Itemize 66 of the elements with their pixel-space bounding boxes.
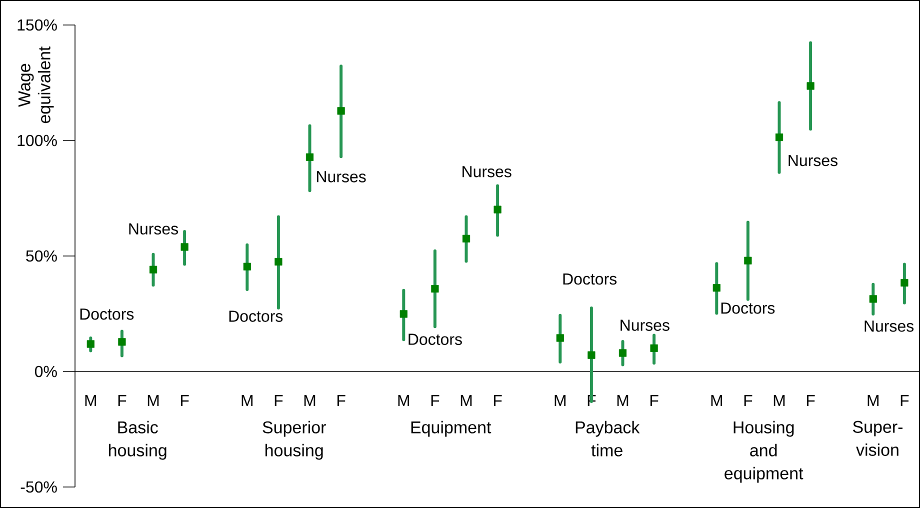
- x-tick-label: F: [274, 395, 283, 406]
- point: [400, 310, 408, 318]
- x-tick-label: F: [806, 395, 815, 406]
- x-tick-label: M: [774, 395, 785, 406]
- point: [556, 334, 564, 342]
- annotation: Basic housing: [109, 420, 166, 460]
- annotation: Superior housing: [262, 420, 326, 460]
- point: [180, 243, 188, 251]
- x-tick-label: M: [868, 395, 878, 406]
- point: [775, 133, 784, 142]
- point: [806, 82, 814, 90]
- annotation: Nurses: [462, 166, 512, 178]
- x-tick-label: M: [711, 395, 722, 406]
- x-tick-label: F: [494, 395, 502, 406]
- annotation: Nurses: [317, 171, 366, 182]
- annotation: Nurses: [864, 320, 914, 332]
- point: [86, 340, 94, 348]
- point: [431, 284, 439, 293]
- x-tick-label: M: [460, 395, 472, 406]
- point: [462, 234, 470, 242]
- point: [588, 351, 596, 359]
- y-tick-label: 150%: [18, 19, 57, 31]
- y-tick-label: 0%: [34, 366, 57, 378]
- annotation: Payback time: [576, 420, 640, 456]
- x-tick-label: F: [118, 395, 126, 406]
- y-tick-label: 50%: [26, 250, 57, 262]
- x-tick-label: M: [554, 395, 566, 406]
- point: [712, 284, 720, 292]
- point: [306, 153, 314, 161]
- annotation: Nurses: [788, 155, 838, 166]
- x-tick-label: M: [617, 395, 628, 406]
- point: [900, 278, 908, 287]
- annotation: Housing and equipment: [724, 420, 804, 483]
- annotation: Doctors: [563, 274, 617, 285]
- x-tick-label: M: [398, 395, 410, 406]
- x-tick-label: F: [650, 395, 658, 406]
- x-tick-label: F: [180, 395, 189, 406]
- annotation: Doctors: [408, 334, 462, 345]
- x-tick-label: M: [85, 395, 96, 406]
- point: [744, 256, 752, 264]
- x-tick-label: M: [304, 395, 316, 406]
- point: [243, 262, 251, 270]
- x-tick-label: F: [337, 395, 346, 406]
- point: [118, 338, 126, 346]
- point: [869, 295, 877, 303]
- point: [650, 344, 658, 352]
- x-tick-label: F: [744, 395, 752, 406]
- annotation: Doctors: [721, 302, 775, 314]
- annotation: Doctors: [229, 310, 283, 322]
- annotation: Nurses: [129, 223, 178, 235]
- y-tick-label: 100%: [18, 134, 57, 146]
- point: [149, 266, 158, 274]
- y-tick-label: -50%: [20, 481, 57, 493]
- point: [618, 349, 627, 357]
- x-tick-label: M: [242, 395, 253, 406]
- annotation: Super-vision: [853, 420, 902, 456]
- annotation: Nurses: [620, 320, 670, 331]
- point: [494, 206, 502, 214]
- x-tick-label: F: [431, 395, 440, 406]
- x-tick-label: M: [148, 395, 159, 406]
- point: [274, 258, 282, 266]
- y-axis-title: Wage equivalent: [18, 46, 54, 124]
- x-tick-label: F: [900, 395, 909, 406]
- point: [337, 107, 345, 115]
- annotation: Equipment: [411, 420, 492, 437]
- annotation: Doctors: [80, 308, 134, 320]
